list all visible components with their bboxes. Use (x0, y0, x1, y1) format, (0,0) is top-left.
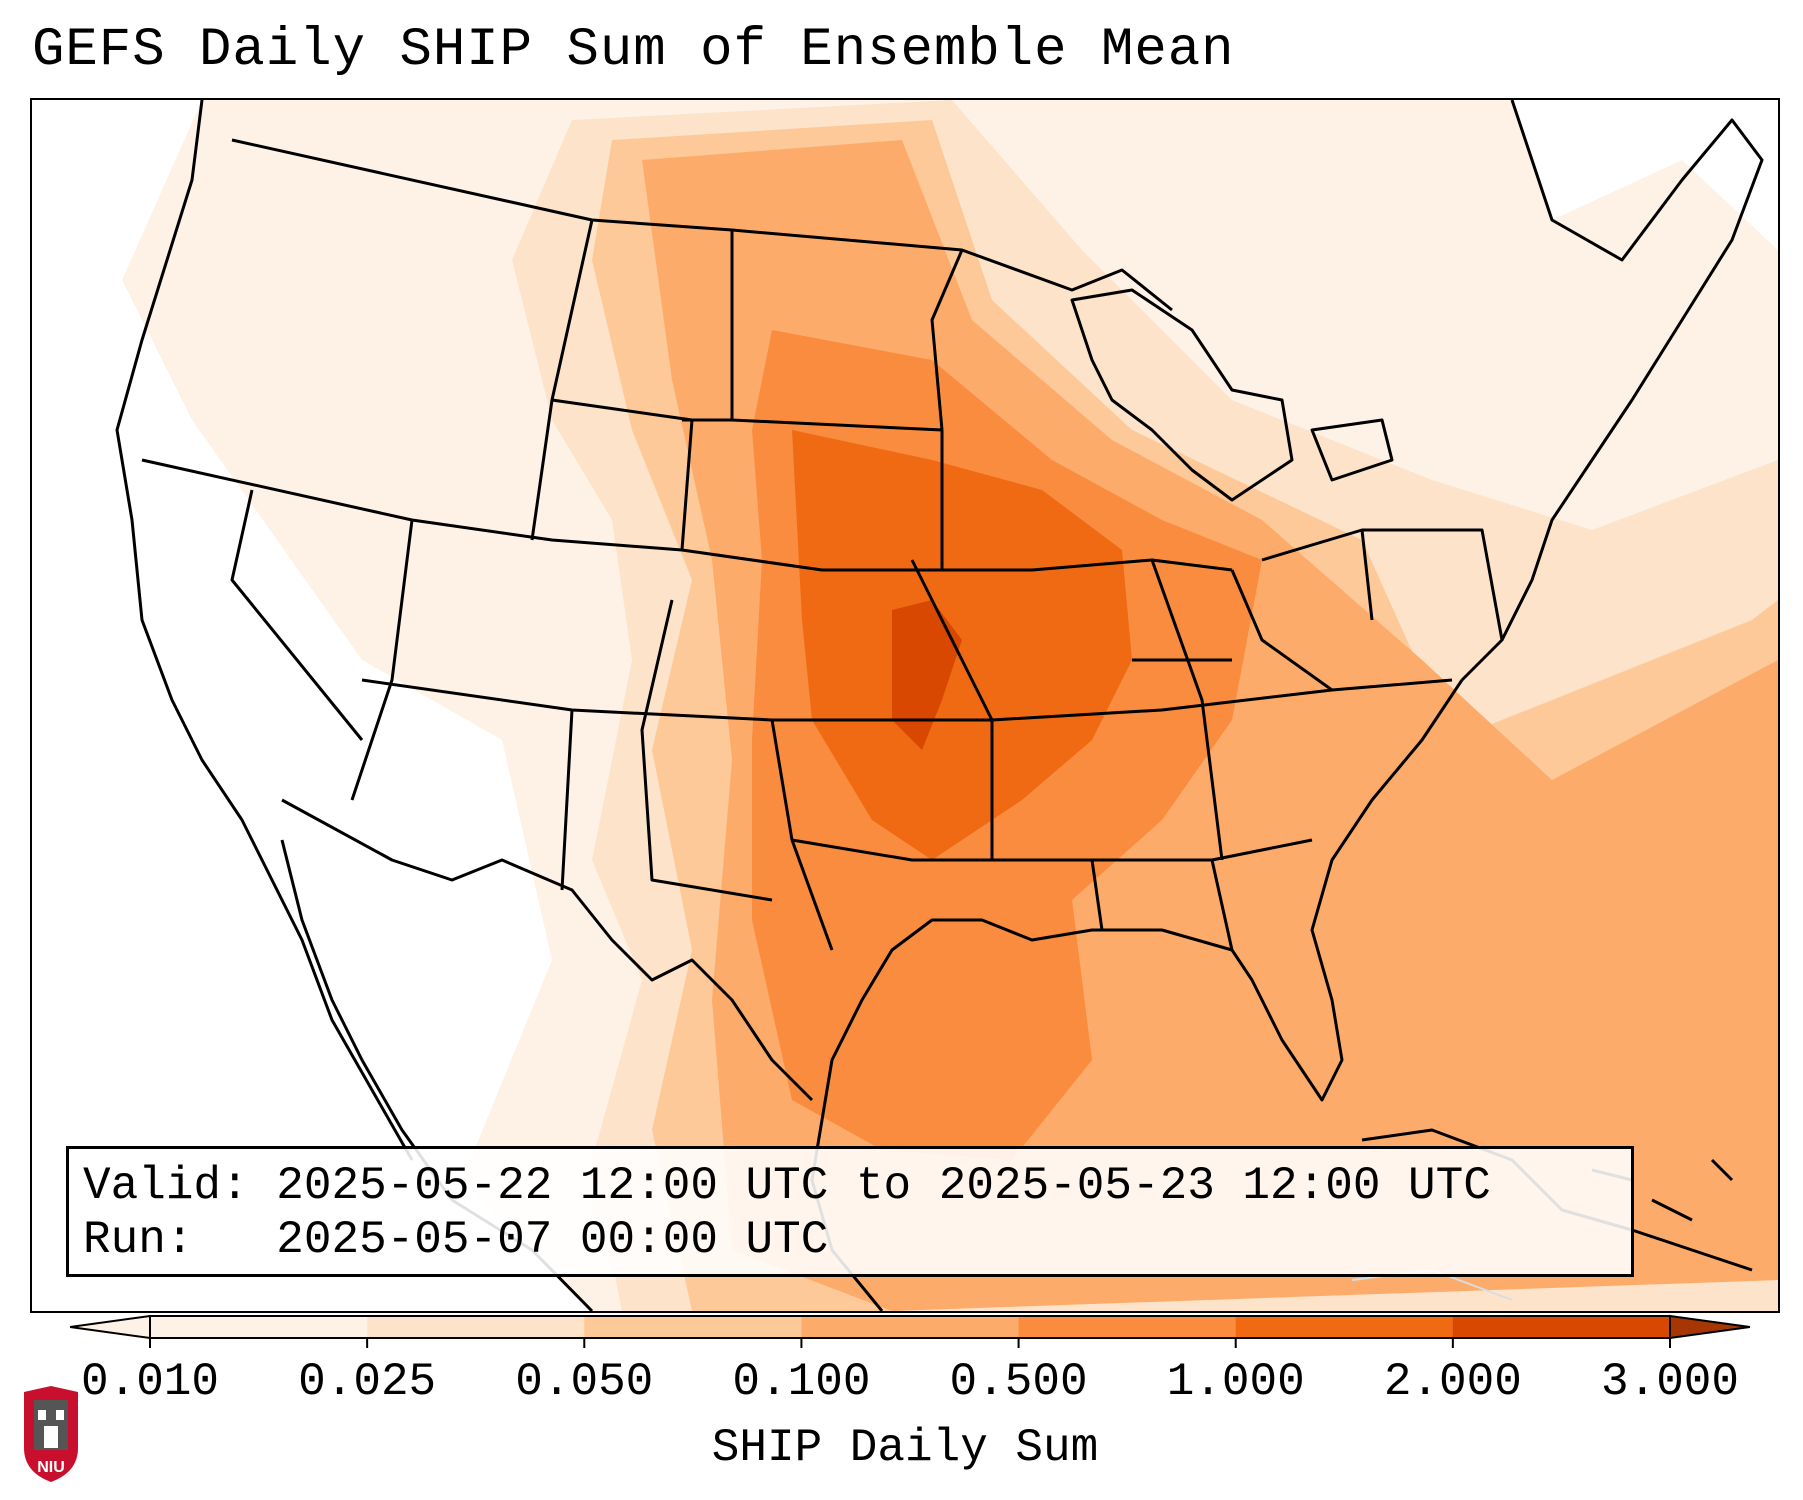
colorbar-segment (1235, 1316, 1454, 1338)
valid-label: Valid: (83, 1160, 249, 1212)
colorbar-tick-label: 1.000 (1166, 1356, 1305, 1408)
valid-run-info-box: Valid: 2025-05-22 12:00 UTC to 2025-05-2… (66, 1146, 1634, 1277)
ship-map (115, 100, 1778, 1311)
colorbar (70, 1314, 1750, 1348)
state-lines (141, 219, 1504, 951)
boundaries (115, 100, 1764, 1311)
logo-window (38, 1410, 46, 1420)
colorbar-frame (149, 1315, 1671, 1339)
colorbar-tick-label: 0.100 (732, 1356, 871, 1408)
logo-text: NIU (37, 1459, 65, 1476)
west-coastline (115, 100, 414, 1161)
ship-field (122, 100, 1778, 1311)
colorbar-tick-label: 0.500 (949, 1356, 1088, 1408)
niu-logo: NIU (24, 1386, 78, 1482)
colorbar-segment (150, 1316, 368, 1338)
colorbar-extend-low (70, 1314, 151, 1340)
run-label: Run: (83, 1214, 194, 1266)
northeast-coastline (1460, 100, 1764, 682)
mexico-border (281, 798, 814, 1102)
colorbar-tick-label: 0.025 (298, 1356, 437, 1408)
colorbar-tick-label: 2.000 (1383, 1356, 1522, 1408)
map-title: GEFS Daily SHIP Sum of Ensemble Mean (32, 20, 1235, 81)
colorbar-extend-high (1669, 1314, 1750, 1340)
colorbar-segment (584, 1316, 802, 1338)
colorbar-segment (1018, 1316, 1237, 1338)
colorbar-label: SHIP Daily Sum (711, 1422, 1099, 1474)
run-value: 2025-05-07 00:00 UTC (276, 1214, 829, 1266)
colorbar-segment (1452, 1316, 1671, 1338)
map-frame (30, 98, 1780, 1313)
east-coastline (1230, 679, 1464, 1102)
colorbar-segment (801, 1316, 1020, 1338)
valid-value: 2025-05-22 12:00 UTC to 2025-05-23 12:00… (276, 1160, 1491, 1212)
field-level-peak (792, 430, 1132, 860)
field-level-max (892, 600, 962, 750)
baja-coastline (280, 839, 454, 1201)
great-lakes (1070, 288, 1394, 502)
logo-door (44, 1426, 58, 1448)
colorbar-tick-label: 3.000 (1600, 1356, 1740, 1408)
logo-window (56, 1410, 64, 1420)
colorbar-segment (367, 1316, 585, 1338)
colorbar-tick-label: 0.010 (80, 1356, 220, 1408)
colorbar-tick-label: 0.050 (515, 1356, 654, 1408)
